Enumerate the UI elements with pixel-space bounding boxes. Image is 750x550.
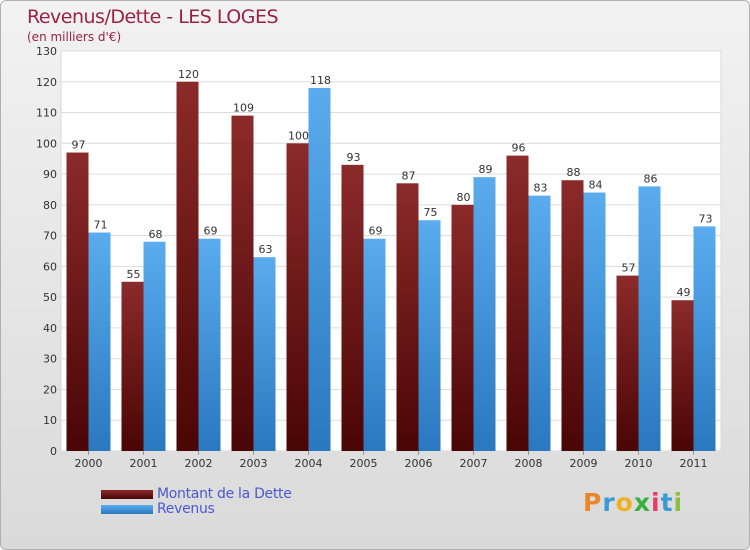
- bar-debt: [66, 152, 89, 452]
- data-label: 87: [402, 169, 416, 182]
- y-tick-label: 30: [43, 353, 57, 366]
- bar-debt: [286, 143, 309, 452]
- logo-letter: i: [673, 488, 684, 517]
- bar-revenus: [88, 232, 111, 451]
- bar-debt: [176, 81, 199, 452]
- bar-revenus: [528, 195, 551, 451]
- data-labels: 97 71 55 68 120 69 109 63 100 118 93 69 87 75 80 89 96 83…: [72, 68, 713, 299]
- bars: [66, 81, 716, 452]
- y-tick-label: 120: [36, 76, 57, 89]
- bar-revenus: [473, 177, 496, 451]
- logo-letter: t: [660, 488, 674, 517]
- logo-letter: r: [602, 488, 616, 517]
- bar-revenus: [418, 220, 441, 451]
- x-tick-labels: 2000 2001 2002 2003 2004 2005 2006 2007 2008 2009…: [75, 451, 708, 470]
- legend-swatch-debt: [101, 490, 153, 499]
- bar-revenus: [143, 241, 166, 451]
- chart-subtitle: (en milliers d'€): [27, 30, 122, 44]
- data-label: 83: [534, 182, 548, 195]
- data-label: 97: [72, 139, 86, 152]
- y-tick-label: 60: [43, 260, 57, 273]
- data-label: 69: [369, 225, 383, 238]
- logo-letter: x: [633, 488, 651, 517]
- x-tick-label: 2007: [460, 457, 488, 470]
- x-tick-label: 2006: [405, 457, 433, 470]
- data-label: 73: [699, 212, 713, 225]
- bar-debt: [671, 300, 694, 451]
- y-tick-label: 100: [36, 137, 57, 150]
- legend-label-revenus: Revenus: [157, 501, 215, 517]
- data-label: 93: [347, 151, 361, 164]
- x-tick-label: 2004: [295, 457, 323, 470]
- y-tick-label: 130: [36, 45, 57, 58]
- legend-swatch-revenus: [101, 505, 153, 514]
- logo-letter: i: [651, 488, 661, 517]
- data-label: 88: [567, 166, 581, 179]
- x-tick-label: 2005: [350, 457, 378, 470]
- data-label: 49: [677, 286, 691, 299]
- data-label: 89: [479, 163, 493, 176]
- logo-letter: o: [615, 488, 634, 517]
- legend-label-debt: Montant de la Dette: [157, 486, 292, 502]
- bar-debt: [396, 183, 419, 452]
- bar-debt: [616, 275, 639, 451]
- data-label: 84: [589, 179, 603, 192]
- bar-revenus: [253, 257, 276, 451]
- data-label: 80: [457, 191, 471, 204]
- x-tick-label: 2001: [130, 457, 158, 470]
- proxiti-logo: Proxiti: [583, 488, 683, 517]
- bar-debt: [561, 180, 584, 451]
- data-label: 55: [127, 268, 141, 281]
- data-label: 75: [424, 206, 438, 219]
- data-label: 120: [178, 68, 199, 81]
- data-label: 68: [149, 228, 163, 241]
- grid-lines: [61, 50, 721, 452]
- chart-title: Revenus/Dette - LES LOGES: [27, 6, 279, 28]
- logo-letter: P: [583, 488, 603, 517]
- bar-revenus: [583, 192, 606, 452]
- data-label: 96: [512, 142, 526, 155]
- x-tick-label: 2002: [185, 457, 213, 470]
- y-tick-label: 50: [43, 291, 57, 304]
- bar-debt: [121, 281, 144, 451]
- data-label: 109: [233, 102, 254, 115]
- y-tick-label: 110: [36, 107, 57, 120]
- x-tick-label: 2010: [625, 457, 653, 470]
- data-label: 63: [259, 243, 273, 256]
- bar-revenus: [363, 238, 386, 451]
- data-label: 57: [622, 262, 636, 275]
- x-tick-label: 2011: [680, 457, 708, 470]
- y-tick-labels: 0 10 20 30 40 50 60 70 80 90 100 110 120 130: [36, 45, 57, 458]
- plot-area: [60, 50, 722, 452]
- x-tick-label: 2008: [515, 457, 543, 470]
- bar-revenus: [693, 226, 716, 451]
- y-tick-label: 0: [50, 445, 57, 458]
- y-tick-label: 90: [43, 168, 57, 181]
- bar-debt: [231, 115, 254, 451]
- bar-debt: [506, 155, 529, 451]
- bar-revenus: [638, 186, 661, 451]
- y-tick-label: 10: [43, 414, 57, 427]
- y-tick-label: 70: [43, 230, 57, 243]
- data-label: 71: [94, 219, 108, 232]
- bar-revenus: [308, 87, 331, 451]
- data-label: 86: [644, 172, 658, 185]
- bar-revenus: [198, 238, 221, 451]
- x-tick-label: 2000: [75, 457, 103, 470]
- data-label: 69: [204, 225, 218, 238]
- data-label: 100: [288, 129, 309, 142]
- x-tick-label: 2009: [570, 457, 598, 470]
- y-tick-label: 20: [43, 383, 57, 396]
- data-label: 118: [310, 74, 331, 87]
- x-tick-label: 2003: [240, 457, 268, 470]
- y-tick-label: 40: [43, 322, 57, 335]
- bar-debt: [451, 204, 474, 451]
- bar-debt: [341, 164, 364, 451]
- y-tick-label: 80: [43, 199, 57, 212]
